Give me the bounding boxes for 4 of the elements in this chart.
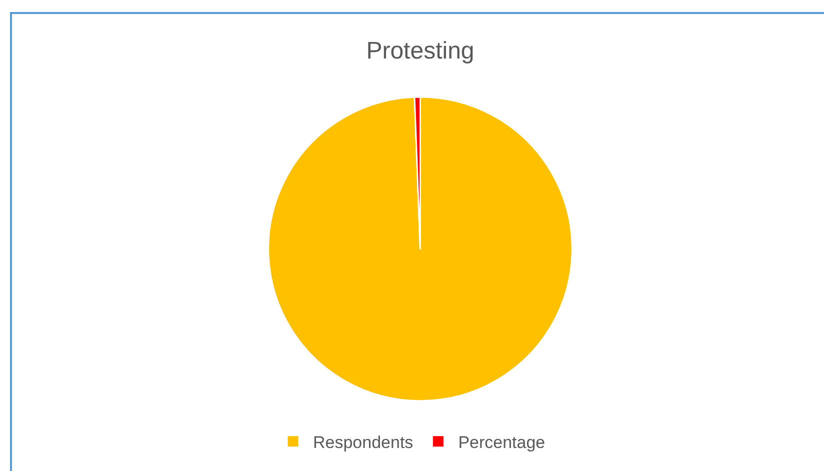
pie-slice (268, 96, 573, 402)
chart-title: Protesting (366, 37, 474, 64)
legend-label: Percentage (458, 432, 546, 452)
legend-label: Respondents (313, 432, 414, 452)
